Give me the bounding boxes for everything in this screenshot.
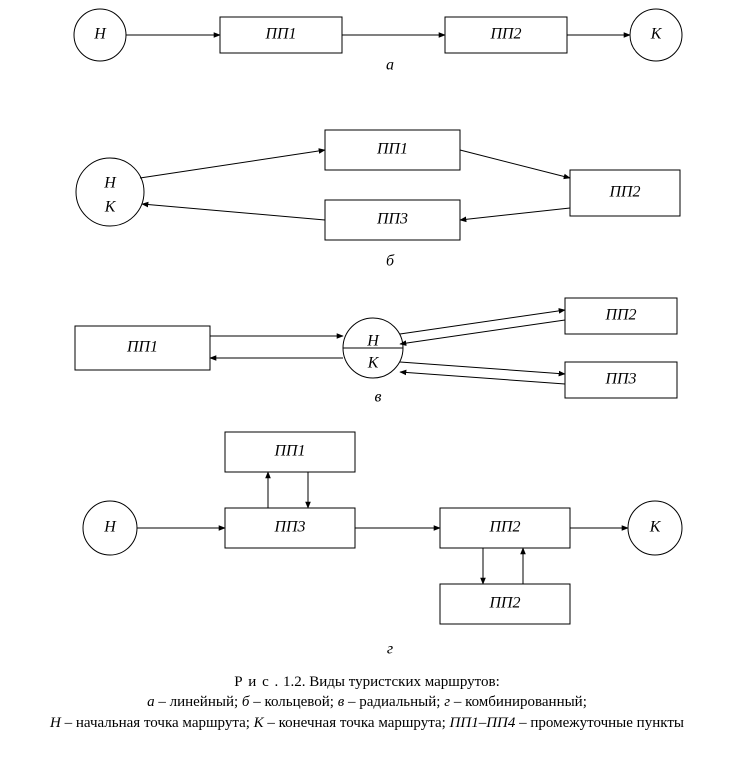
diagram-svg: НПП1ПП2КаНКПП1ПП3ПП2бПП1НКПП2ПП3вНПП1ПП3…	[0, 0, 734, 660]
svg-text:б: б	[386, 253, 395, 270]
svg-text:ПП1: ПП1	[264, 26, 296, 43]
cap-b-txt: – кольцевой;	[249, 694, 337, 710]
svg-text:Н: Н	[103, 175, 117, 192]
cap-PP: ПП1–ПП4	[450, 715, 516, 731]
svg-text:в: в	[375, 389, 382, 406]
svg-text:ПП2: ПП2	[604, 307, 636, 324]
svg-text:ПП1: ПП1	[126, 339, 158, 356]
diagram-page: НПП1ПП2КаНКПП1ПП3ПП2бПП1НКПП2ПП3вНПП1ПП3…	[0, 0, 734, 777]
cap-a-txt: – линейный;	[155, 694, 242, 710]
svg-text:ПП2: ПП2	[488, 595, 520, 612]
svg-text:Н: Н	[366, 333, 380, 350]
svg-text:г: г	[387, 641, 393, 658]
svg-text:К: К	[650, 26, 663, 43]
svg-text:ПП3: ПП3	[604, 371, 636, 388]
svg-text:ПП3: ПП3	[273, 519, 305, 536]
cap-H: Н	[50, 715, 61, 731]
cap-H-txt: – начальная точка маршрута;	[61, 715, 254, 731]
svg-text:К: К	[104, 199, 117, 216]
svg-text:Н: Н	[103, 519, 117, 536]
caption-prefix: Р и с .	[234, 674, 279, 690]
svg-text:Н: Н	[93, 26, 107, 43]
svg-text:К: К	[649, 519, 662, 536]
svg-text:ПП1: ПП1	[273, 443, 305, 460]
cap-v-txt: – радиальный;	[344, 694, 444, 710]
svg-text:а: а	[386, 57, 394, 74]
svg-text:ПП3: ПП3	[376, 211, 408, 228]
svg-text:ПП1: ПП1	[376, 141, 408, 158]
svg-text:К: К	[367, 355, 380, 372]
cap-PP-txt: – промежуточные пункты	[515, 715, 684, 731]
svg-text:ПП2: ПП2	[489, 26, 521, 43]
cap-K: К	[254, 715, 264, 731]
figure-caption: Р и с . 1.2. Виды туристских маршрутов: …	[0, 672, 734, 733]
svg-text:ПП2: ПП2	[608, 184, 640, 201]
caption-title: 1.2. Виды туристских маршрутов:	[279, 674, 500, 690]
cap-a: а	[147, 694, 155, 710]
cap-K-txt: – конечная точка маршрута;	[264, 715, 450, 731]
svg-text:ПП2: ПП2	[488, 519, 520, 536]
cap-g-txt: – комбинированный;	[450, 694, 587, 710]
